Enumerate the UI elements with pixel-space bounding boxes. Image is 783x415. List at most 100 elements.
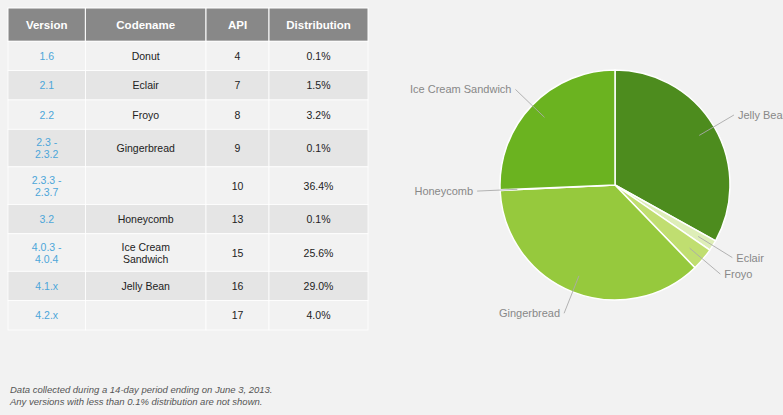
cell-label: Honeycomb: [118, 213, 174, 225]
table-cell: [206, 204, 269, 233]
cell-label: 4.0.3 -4.0.4: [32, 241, 62, 265]
table-cell: [269, 301, 368, 330]
text-line: 4: [235, 50, 241, 62]
cell-label: 2.1: [39, 79, 54, 91]
text-line: 2.1: [39, 79, 54, 91]
slice-label: Eclair: [736, 252, 764, 264]
table-cell: [85, 271, 206, 300]
text-line: 2.3.2: [35, 148, 59, 160]
table-cell: [8, 100, 85, 129]
text-line: 36.4%: [304, 180, 334, 192]
text-line: Gingerbread: [117, 142, 176, 154]
text-line: 25.6%: [304, 247, 334, 259]
text-line: 1.5%: [307, 79, 331, 91]
text-line: 4.0.3 -: [32, 241, 62, 253]
table-cell: [269, 271, 368, 300]
table-cell: [8, 204, 85, 233]
table-cell: [206, 129, 269, 167]
table-cell: [8, 301, 85, 330]
table-cell: [85, 41, 206, 70]
table-cell: [85, 129, 206, 167]
text-line: 7: [235, 79, 241, 91]
cell-label: 2.3.3 -2.3.7: [32, 174, 62, 198]
text-line: 4.1.x: [35, 280, 59, 292]
footnote: Data collected during a 14-day period en…: [9, 384, 273, 407]
cell-label: 7: [235, 79, 241, 91]
text-line: 2.3 -: [36, 136, 58, 148]
table-cell: [206, 167, 269, 205]
header-label: Version: [26, 19, 68, 31]
table-cell: [85, 234, 206, 272]
cell-label: Donut: [132, 50, 160, 62]
table-cell: [85, 100, 206, 129]
cell-label: 8: [235, 109, 241, 121]
canvas: Version Codename API Distribution 1.6 Donut 4 0…: [0, 0, 783, 415]
cell-label: 10: [232, 180, 244, 192]
pie: [500, 70, 730, 300]
text-line: 10: [232, 180, 244, 192]
text-line: Ice Cream: [121, 241, 170, 253]
cell-label: 1.5%: [307, 79, 331, 91]
table-cell: [8, 234, 85, 272]
slice-label: Jelly Bean: [738, 109, 783, 121]
slice-label: Honeycomb: [414, 185, 473, 197]
header-cell: [85, 8, 206, 41]
cell-label: 29.0%: [304, 280, 334, 292]
cell-label: Ice CreamSandwich: [121, 241, 170, 265]
table-cell: [85, 167, 206, 205]
text-line: 15: [232, 247, 244, 259]
text-line: 2.3.7: [35, 186, 59, 198]
text-line: 29.0%: [304, 280, 334, 292]
table-cell: [269, 167, 368, 205]
header-label: Distribution: [286, 19, 351, 31]
leader-line: [698, 236, 732, 257]
cell-label: 25.6%: [304, 247, 334, 259]
cell-label: 0.1%: [307, 213, 331, 225]
table-cell: [269, 100, 368, 129]
table-cell: [206, 271, 269, 300]
cell-label: 3.2: [39, 213, 54, 225]
text-line: 2.3.3 -: [32, 174, 62, 186]
header-cell: [206, 8, 269, 41]
table-cell: [206, 41, 269, 70]
table-cell: [85, 301, 206, 330]
table-cell: [8, 129, 85, 167]
text-line: 16: [232, 280, 244, 292]
cell-label: 16: [232, 280, 244, 292]
text-line: 17: [232, 309, 244, 321]
cell-label: 1.6: [39, 50, 54, 62]
cell-label: 36.4%: [304, 180, 334, 192]
text-line: Data collected during a 14-day period en…: [10, 384, 273, 395]
header-label: API: [228, 19, 247, 31]
cell-label: 4.2.x: [35, 309, 59, 321]
cell-label: 3.2%: [307, 109, 331, 121]
header-label: Codename: [116, 19, 175, 31]
cell-label: 0.1%: [307, 142, 331, 154]
cell-label: 2.3 -2.3.2: [35, 136, 59, 160]
table-cell: [8, 271, 85, 300]
table-cell: [85, 204, 206, 233]
text-line: Froyo: [132, 109, 159, 121]
text-line: 4.0.4: [35, 253, 59, 265]
cell-label: Froyo: [132, 109, 159, 121]
table-cell: [269, 71, 368, 100]
cell-label: 15: [232, 247, 244, 259]
leader-line: [477, 189, 517, 191]
pie-slice: [500, 185, 695, 300]
table-cell: [8, 41, 85, 70]
table-cell: [85, 71, 206, 100]
cell-label: 9: [235, 142, 241, 154]
table-cell: [206, 71, 269, 100]
text-line: 0.1%: [307, 142, 331, 154]
cell-label: 2.2: [39, 109, 54, 121]
text-line: 3.2%: [307, 109, 331, 121]
text-line: Honeycomb: [118, 213, 174, 225]
text-line: 13: [232, 213, 244, 225]
leader-line: [515, 89, 544, 117]
cell-label: Eclair: [133, 79, 160, 91]
text-line: Donut: [132, 50, 160, 62]
text-line: 1.6: [39, 50, 54, 62]
cell-label: Gingerbread: [117, 142, 176, 154]
text-line: 4.2.x: [35, 309, 59, 321]
table-cell: [8, 167, 85, 205]
